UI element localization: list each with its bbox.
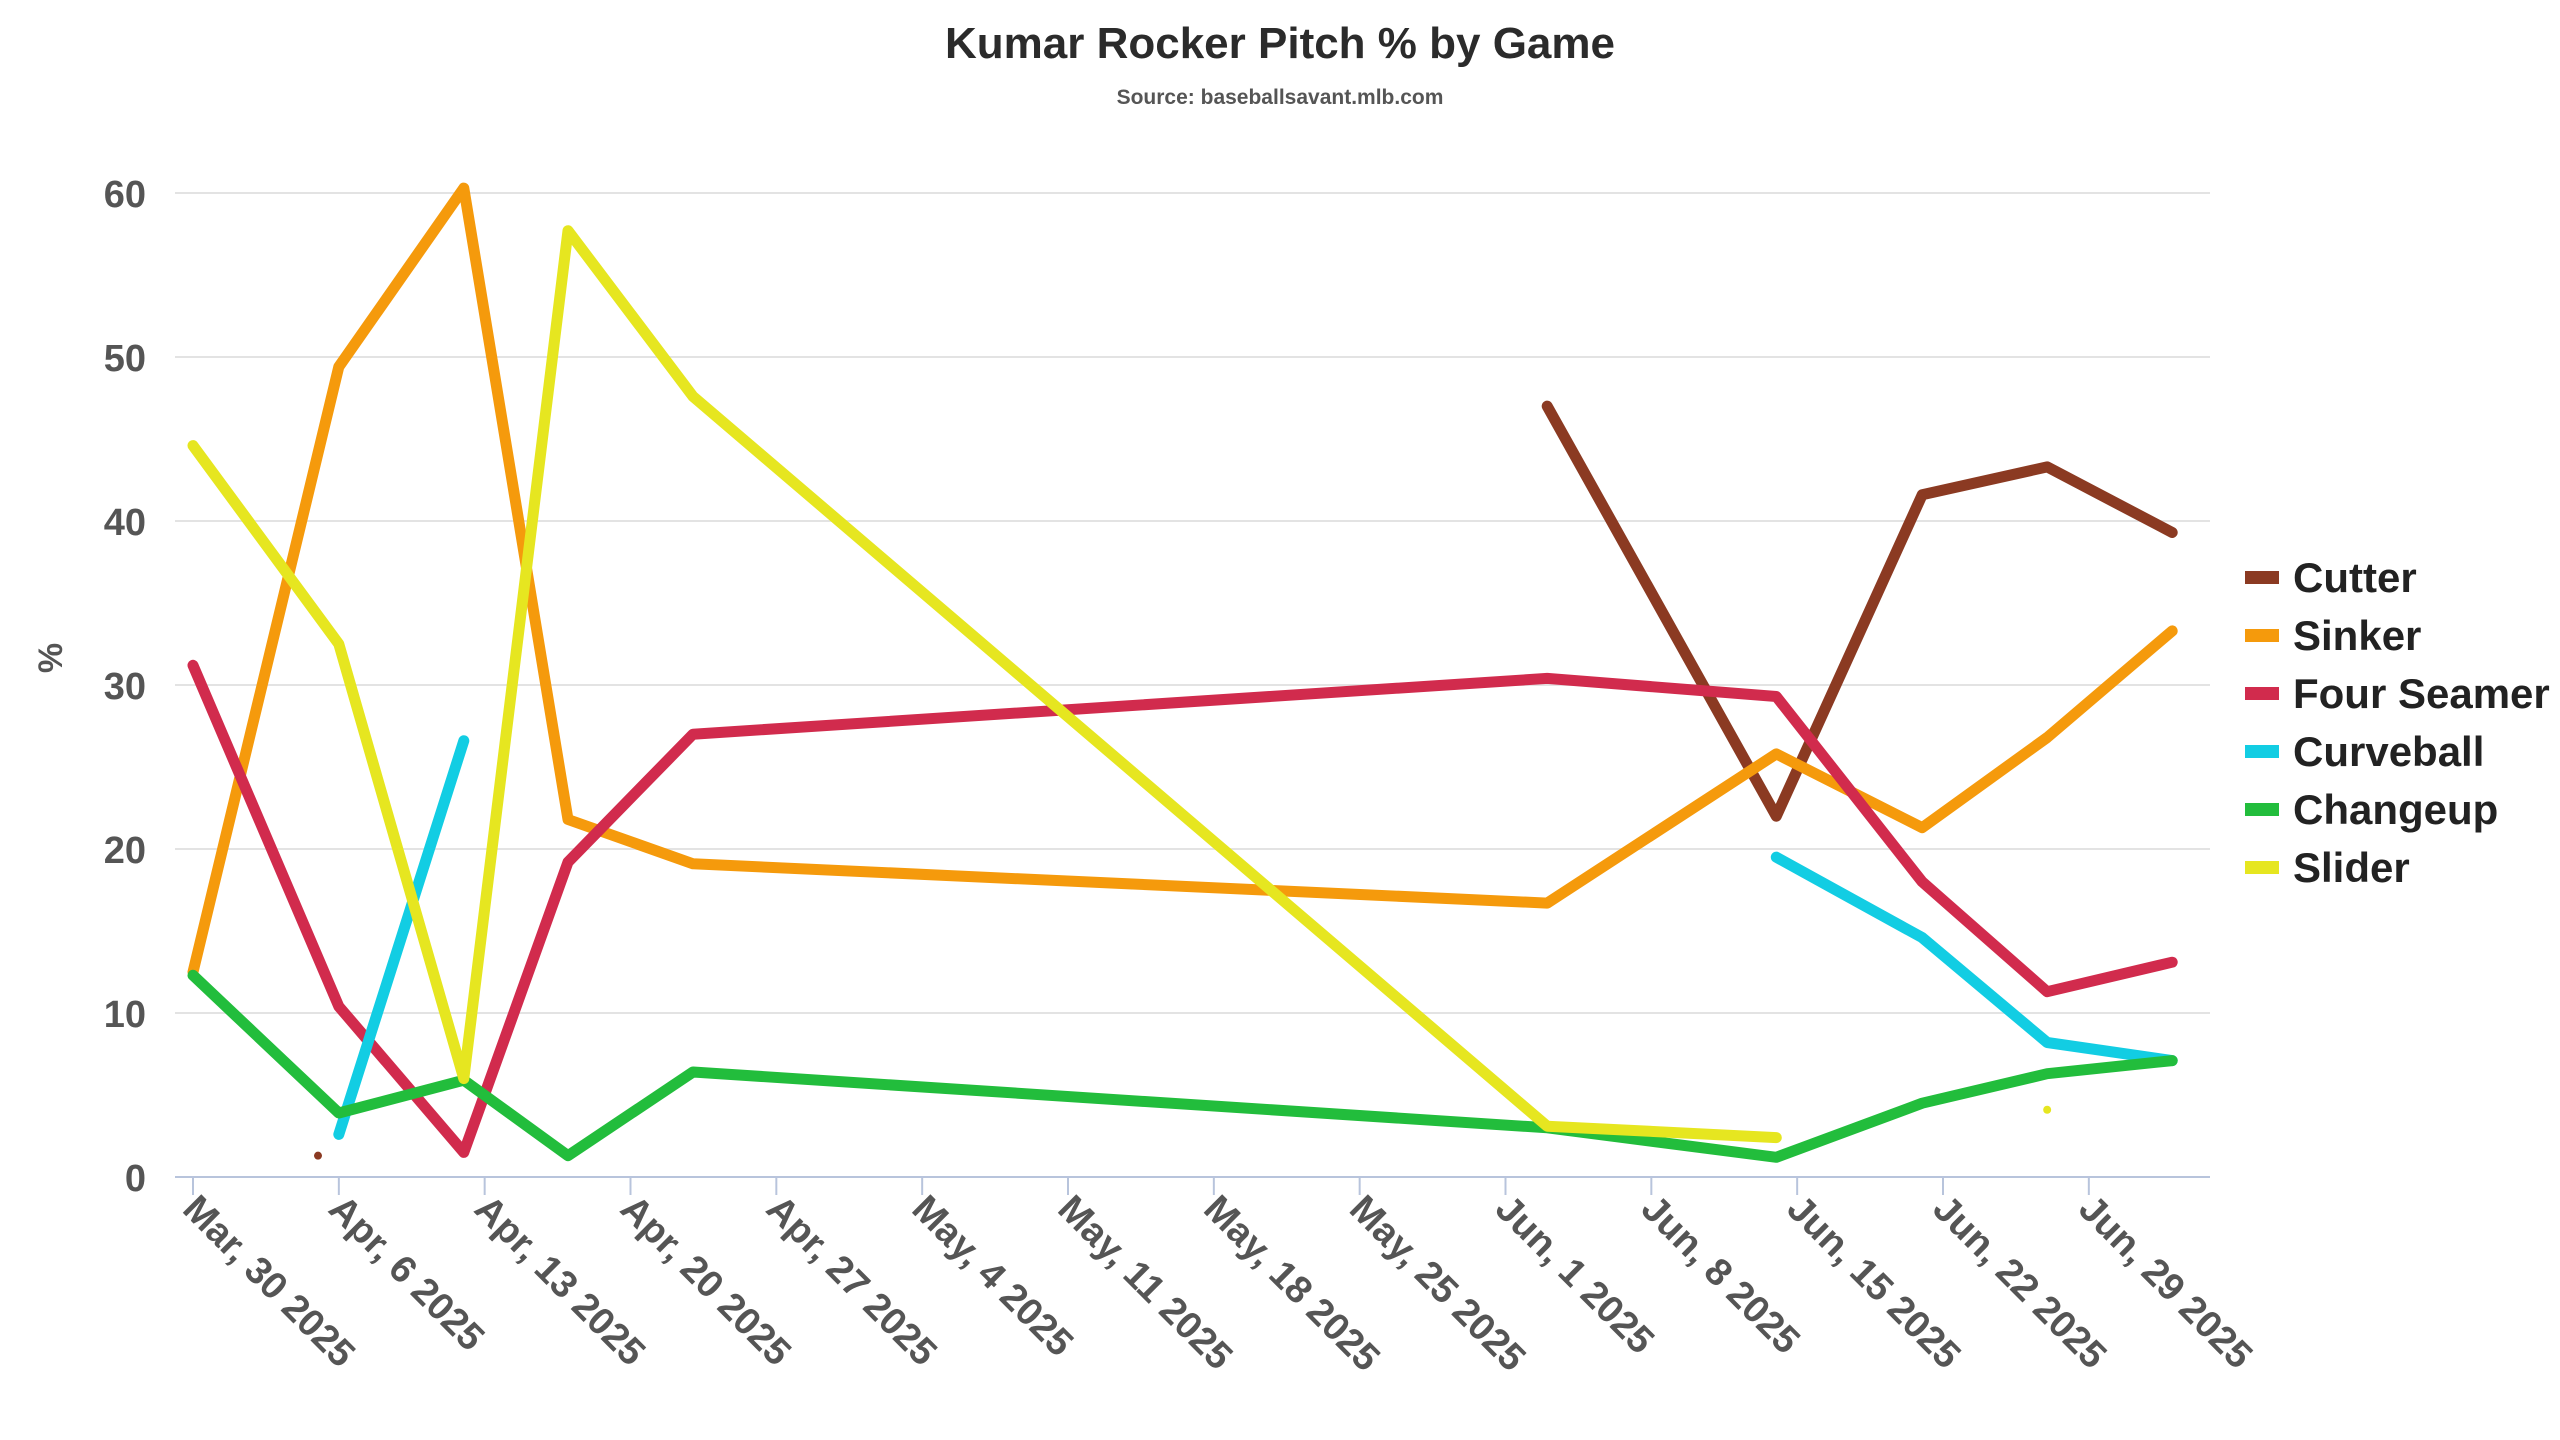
legend-item[interactable]: Sinker — [2245, 612, 2421, 659]
legend-label: Four Seamer — [2293, 670, 2550, 717]
legend-label: Slider — [2293, 844, 2410, 891]
series-curveball — [333, 735, 2178, 1140]
series-line — [333, 735, 470, 1140]
legend-label: Sinker — [2293, 612, 2421, 659]
legend-swatch — [2245, 803, 2279, 816]
series-line — [1541, 400, 2178, 822]
series-line — [187, 182, 2178, 978]
series-line — [1770, 851, 2178, 1067]
series-four-seamer — [187, 659, 2178, 1158]
legend-label: Changeup — [2293, 786, 2498, 833]
y-tick-label: 30 — [104, 666, 146, 708]
legend[interactable]: Cutter Sinker Four Seamer Curveball Changeup… — [2245, 554, 2550, 891]
series-changeup — [187, 969, 2178, 1163]
y-tick-label: 50 — [104, 338, 146, 380]
data-point — [2043, 1105, 2052, 1114]
y-tick-label: 0 — [125, 1158, 146, 1200]
chart-subtitle: Source: baseballsavant.mlb.com — [1117, 86, 1444, 109]
series-line — [187, 659, 2178, 1158]
y-tick-label: 20 — [104, 830, 146, 872]
legend-swatch — [2245, 745, 2279, 758]
series-sinker — [187, 182, 2178, 978]
y-axis-label: % — [32, 643, 70, 673]
series-line — [187, 969, 2178, 1163]
legend-item[interactable]: Curveball — [2245, 728, 2484, 775]
legend-item[interactable]: Four Seamer — [2245, 670, 2550, 717]
legend-swatch — [2245, 629, 2279, 642]
series-cutter — [314, 400, 2178, 1160]
legend-item[interactable]: Slider — [2245, 844, 2410, 891]
y-tick-label: 40 — [104, 502, 146, 544]
y-tick-label: 10 — [104, 994, 146, 1036]
legend-label: Cutter — [2293, 554, 2417, 601]
legend-swatch — [2245, 571, 2279, 584]
legend-item[interactable]: Changeup — [2245, 786, 2498, 833]
series-line — [187, 225, 1782, 1144]
series-slider — [187, 225, 2052, 1144]
y-axis-ticks: 0 10 20 30 40 50 60 — [104, 174, 146, 1200]
legend-label: Curveball — [2293, 728, 2484, 775]
y-tick-label: 60 — [104, 174, 146, 216]
legend-item[interactable]: Cutter — [2245, 554, 2417, 601]
chart-title: Kumar Rocker Pitch % by Game — [945, 19, 1615, 68]
legend-swatch — [2245, 861, 2279, 874]
data-point — [314, 1151, 322, 1160]
legend-swatch — [2245, 687, 2279, 700]
series-lines — [187, 182, 2178, 1163]
